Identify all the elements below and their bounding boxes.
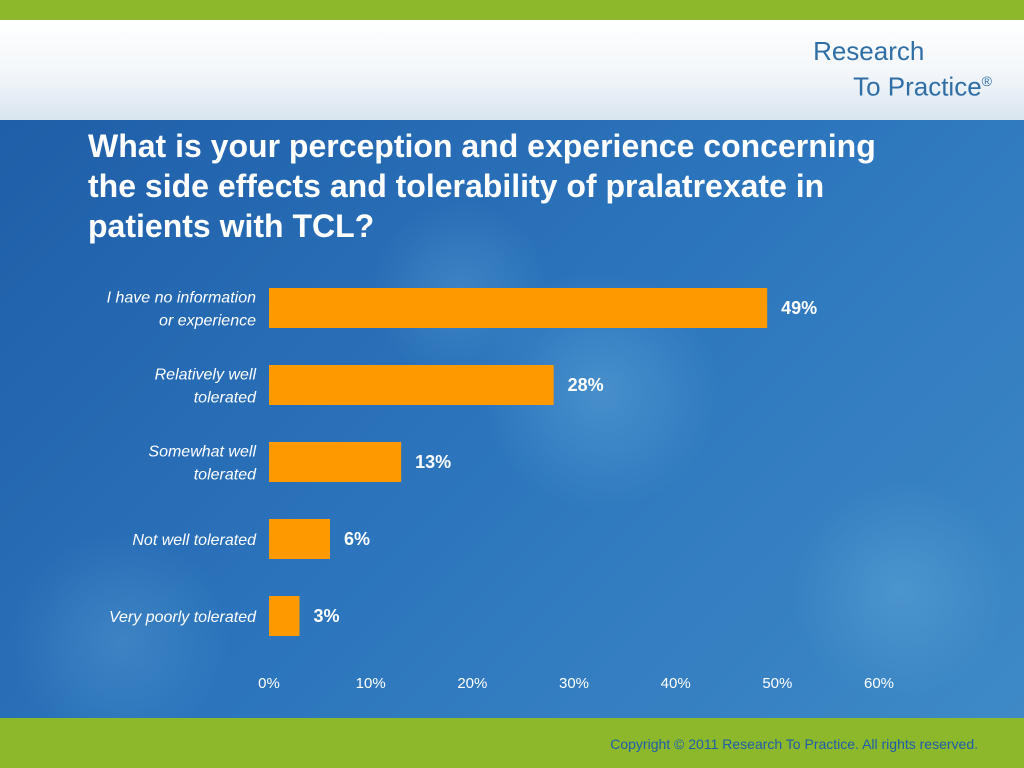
x-tick-label-1: 10%	[356, 675, 386, 692]
value-label-3: 6%	[344, 529, 370, 549]
category-label-1-0: Relatively well	[155, 367, 257, 384]
category-label-2-0: Somewhat well	[148, 444, 256, 461]
header-band: Research To Practice®	[0, 20, 1024, 120]
registered-mark: ®	[981, 73, 992, 89]
slide-background	[0, 120, 1024, 718]
bar-0	[269, 288, 768, 328]
category-label-0-0: I have no information	[107, 290, 257, 307]
x-tick-label-2: 20%	[457, 675, 487, 692]
logo-line-2-text: To Practice	[853, 71, 982, 102]
category-label-3-0: Not well tolerated	[132, 532, 257, 549]
bar-2	[269, 442, 402, 482]
research-to-practice-logo: Research To Practice®	[813, 36, 992, 102]
logo-line-2: To Practice®	[813, 66, 992, 102]
x-tick-label-6: 60%	[864, 675, 894, 692]
value-label-0: 49%	[781, 298, 817, 318]
category-label-0-1: or experience	[159, 313, 256, 330]
copyright-text: Copyright © 2011 Research To Practice. A…	[610, 736, 978, 752]
slide-title: What is your perception and experience c…	[88, 128, 876, 244]
x-tick-label-5: 50%	[762, 675, 792, 692]
x-tick-label-0: 0%	[258, 675, 280, 692]
category-label-1-1: tolerated	[194, 390, 257, 407]
x-tick-label-3: 30%	[559, 675, 589, 692]
bar-3	[269, 519, 330, 559]
category-label-4-0: Very poorly tolerated	[109, 609, 257, 626]
bar-1	[269, 365, 554, 405]
value-label-4: 3%	[314, 606, 340, 626]
top-accent-bar	[0, 0, 1024, 20]
bar-4	[269, 596, 300, 636]
logo-line-1: Research	[813, 36, 925, 66]
x-tick-label-4: 40%	[661, 675, 691, 692]
value-label-1: 28%	[568, 375, 604, 395]
footer-bar: Copyright © 2011 Research To Practice. A…	[0, 718, 1024, 768]
category-label-2-1: tolerated	[194, 467, 257, 484]
value-label-2: 13%	[415, 452, 451, 472]
